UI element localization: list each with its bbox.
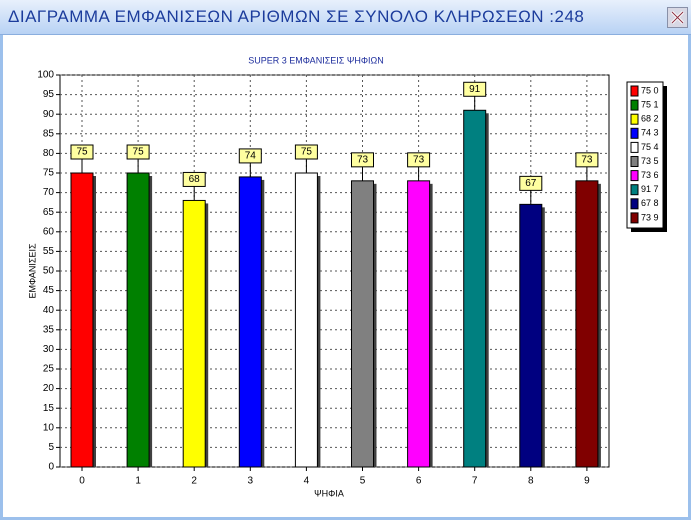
legend-swatch [630, 127, 639, 139]
legend-swatch [630, 141, 639, 153]
bar [519, 203, 543, 468]
chart-title: SUPER 3 ΕΜΦΑΝΙΣΕΙΣ ΨΗΦΙΩΝ [248, 55, 384, 65]
y-tick-label: 50 [43, 266, 55, 277]
y-tick-label: 90 [43, 109, 55, 120]
bar [70, 172, 94, 468]
close-button[interactable] [667, 7, 688, 28]
y-tick-label: 30 [43, 344, 55, 355]
x-tick-label: 6 [416, 476, 422, 487]
value-label: 73 [581, 154, 593, 165]
legend-label: 73 6 [641, 170, 659, 180]
value-label-box [575, 152, 599, 168]
legend-swatch [630, 113, 639, 125]
value-label: 91 [469, 84, 481, 95]
legend-label: 67 8 [641, 198, 659, 208]
bar [238, 176, 262, 468]
x-tick-label: 8 [528, 476, 534, 487]
legend-label: 74 3 [641, 128, 659, 138]
x-tick-label: 1 [135, 476, 141, 487]
y-tick-label: 85 [43, 128, 55, 139]
y-tick-label: 5 [48, 442, 54, 453]
y-tick-label: 40 [43, 305, 55, 316]
value-label: 75 [133, 147, 145, 158]
y-tick-label: 100 [37, 70, 54, 81]
legend-swatch [630, 170, 639, 182]
value-label-box [182, 171, 206, 187]
y-tick-label: 10 [43, 422, 55, 433]
bar [463, 109, 487, 468]
value-label-box [70, 144, 94, 160]
y-tick-label: 35 [43, 324, 55, 335]
legend-label: 73 9 [641, 212, 659, 222]
value-label-box [238, 148, 262, 164]
bar [294, 172, 318, 468]
y-tick-label: 25 [43, 364, 55, 375]
bar [407, 180, 431, 468]
value-label-box [407, 152, 431, 168]
y-axis-label: ΕΜΦΑΝΙΣΕΙΣ [27, 243, 37, 298]
y-tick-label: 15 [43, 403, 55, 414]
bar [351, 180, 374, 468]
value-label: 74 [245, 151, 257, 162]
x-tick-label: 9 [584, 476, 590, 487]
x-tick-label: 2 [191, 476, 197, 487]
legend-swatch [630, 85, 639, 97]
y-tick-label: 45 [43, 285, 55, 296]
x-axis-label: ΨΗΦΙΑ [314, 488, 344, 498]
legend-label: 73 5 [641, 156, 659, 166]
bar [575, 180, 599, 468]
value-label: 68 [189, 174, 201, 185]
window-title: ΔΙΑΓΡΑΜΜΑ ΕΜΦΑΝΙΣΕΩΝ ΑΡΙΘΜΩΝ ΣΕ ΣΥΝΟΛΟ Κ… [8, 7, 585, 26]
value-label: 75 [301, 147, 313, 158]
legend-label: 68 2 [641, 114, 659, 124]
x-tick-label: 3 [248, 476, 254, 487]
y-tick-label: 55 [43, 246, 55, 257]
bar [182, 199, 206, 468]
bar [126, 172, 150, 468]
legend-swatch [630, 198, 639, 210]
value-label: 73 [413, 154, 425, 165]
y-tick-label: 65 [43, 207, 55, 218]
legend-swatch [630, 212, 639, 224]
y-tick-label: 0 [48, 462, 54, 473]
value-label: 67 [525, 178, 537, 189]
title-bar: ΔΙΑΓΡΑΜΜΑ ΕΜΦΑΝΙΣΕΩΝ ΑΡΙΘΜΩΝ ΣΕ ΣΥΝΟΛΟ Κ… [0, 0, 691, 35]
y-tick-label: 70 [43, 187, 55, 198]
legend-swatch [630, 156, 639, 167]
value-label-box [519, 175, 543, 191]
value-label-box [351, 152, 374, 168]
x-tick-label: 7 [472, 476, 478, 487]
y-tick-label: 60 [43, 226, 55, 237]
y-tick-label: 20 [43, 383, 55, 394]
x-tick-label: 0 [79, 476, 85, 487]
value-label-box [126, 144, 150, 160]
y-tick-label: 95 [43, 89, 55, 100]
value-label: 73 [357, 154, 369, 165]
x-tick-label: 4 [304, 476, 310, 487]
chart: SUPER 3 ΕΜΦΑΝΙΣΕΙΣ ΨΗΦΙΩΝ ΕΜΦΑΝΙΣΕΙΣ ΨΗΦ… [27, 55, 667, 498]
legend-swatch [630, 99, 639, 111]
y-tick-label: 80 [43, 148, 55, 159]
value-label-box [463, 81, 487, 97]
value-label-box [294, 144, 318, 160]
legend-swatch [630, 184, 639, 196]
y-tick-label: 75 [43, 168, 55, 179]
legend-label: 75 1 [641, 99, 659, 109]
legend-label: 91 7 [641, 184, 659, 194]
close-icon [670, 10, 685, 25]
x-tick-label: 5 [360, 476, 366, 487]
legend-label: 75 0 [641, 85, 659, 95]
legend-label: 75 4 [641, 142, 659, 152]
value-label: 75 [76, 147, 88, 158]
